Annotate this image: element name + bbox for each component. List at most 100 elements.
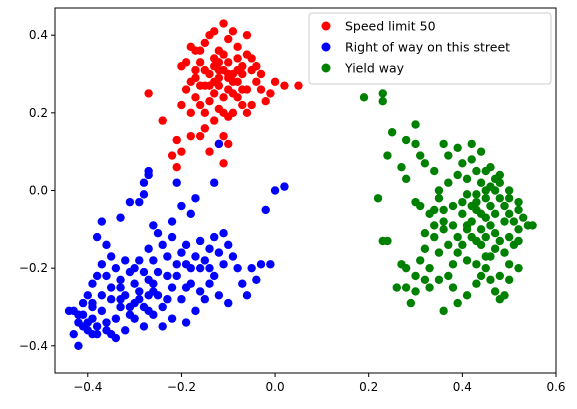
scatter-point bbox=[177, 248, 186, 257]
scatter-point bbox=[130, 279, 139, 288]
scatter-point bbox=[476, 178, 486, 187]
scatter-point bbox=[247, 263, 256, 273]
scatter-point bbox=[205, 279, 214, 288]
scatter-point bbox=[294, 81, 303, 90]
scatter-point bbox=[266, 89, 275, 98]
scatter-point bbox=[514, 263, 523, 273]
series-1 bbox=[64, 139, 289, 351]
scatter-point bbox=[172, 260, 181, 269]
scatter-point bbox=[397, 260, 406, 269]
scatter-point bbox=[238, 85, 247, 94]
legend-label: Yield way bbox=[344, 61, 405, 76]
scatter-point bbox=[238, 69, 247, 79]
scatter-point bbox=[280, 182, 289, 191]
y-tick-label: −0.2 bbox=[19, 261, 48, 275]
scatter-point bbox=[181, 260, 191, 269]
scatter-point bbox=[191, 65, 200, 75]
scatter-point bbox=[163, 295, 172, 304]
scatter-point bbox=[495, 295, 505, 304]
scatter-point bbox=[392, 283, 401, 292]
scatter-point bbox=[504, 260, 514, 269]
scatter-point bbox=[472, 279, 481, 288]
scatter-point bbox=[434, 186, 444, 195]
scatter-point bbox=[439, 225, 448, 234]
scatter-point bbox=[420, 159, 430, 168]
scatter-point bbox=[476, 147, 486, 156]
scatter-point bbox=[528, 221, 537, 230]
scatter-point bbox=[462, 174, 472, 184]
scatter-point bbox=[121, 256, 130, 265]
scatter-point bbox=[97, 260, 107, 269]
scatter-point bbox=[444, 178, 453, 187]
scatter-point bbox=[172, 271, 181, 281]
scatter-point bbox=[481, 186, 490, 195]
scatter-point bbox=[167, 217, 177, 226]
scatter-point bbox=[467, 155, 476, 164]
scatter-point bbox=[205, 147, 214, 156]
scatter-point bbox=[495, 271, 505, 281]
y-tick-label: 0.0 bbox=[29, 184, 48, 198]
scatter-point bbox=[434, 275, 444, 285]
scatter-point bbox=[195, 131, 205, 141]
scatter-point bbox=[167, 151, 177, 160]
scatter-point bbox=[383, 151, 392, 160]
scatter-point bbox=[116, 302, 125, 312]
scatter-point bbox=[195, 236, 205, 246]
scatter-point bbox=[144, 89, 153, 98]
scatter-point bbox=[205, 263, 214, 273]
scatter-point bbox=[425, 283, 434, 292]
scatter-point bbox=[219, 19, 228, 28]
scatter-point bbox=[448, 221, 458, 230]
scatter-point bbox=[411, 287, 420, 296]
series-2 bbox=[359, 89, 537, 316]
scatter-point bbox=[149, 287, 158, 296]
scatter-point bbox=[224, 58, 233, 67]
scatter-point bbox=[78, 322, 88, 331]
scatter-point bbox=[200, 124, 210, 133]
scatter-point bbox=[280, 81, 289, 90]
scatter-point bbox=[158, 302, 167, 312]
scatter-point bbox=[224, 139, 233, 149]
scatter-point bbox=[200, 295, 210, 304]
scatter-point bbox=[430, 166, 439, 176]
scatter-point bbox=[106, 252, 116, 261]
legend-label: Right of way on this street bbox=[345, 40, 510, 55]
scatter-point bbox=[238, 100, 247, 110]
y-tick-label: 0.2 bbox=[29, 106, 48, 120]
scatter-point bbox=[214, 291, 224, 300]
scatter-point bbox=[92, 232, 102, 242]
scatter-point bbox=[420, 275, 430, 285]
scatter-point bbox=[144, 166, 153, 176]
scatter-point bbox=[486, 163, 495, 172]
scatter-point bbox=[116, 213, 125, 222]
scatter-point bbox=[509, 217, 519, 226]
scatter-point bbox=[467, 201, 476, 211]
scatter-point bbox=[462, 190, 472, 199]
scatter-point bbox=[467, 139, 476, 149]
scatter-point bbox=[167, 232, 177, 242]
scatter-point bbox=[106, 283, 116, 292]
scatter-point bbox=[92, 322, 102, 331]
scatter-point bbox=[378, 236, 387, 246]
scatter-point bbox=[453, 232, 462, 242]
scatter-point bbox=[111, 263, 121, 273]
scatter-point bbox=[74, 341, 83, 351]
scatter-point bbox=[186, 209, 195, 218]
scatter-point bbox=[228, 108, 238, 118]
scatter-point bbox=[472, 166, 481, 176]
scatter-point bbox=[167, 283, 177, 292]
scatter-point bbox=[158, 240, 167, 250]
scatter-point bbox=[378, 96, 387, 106]
scatter-point bbox=[481, 252, 490, 261]
x-tick-label: 0.4 bbox=[453, 380, 472, 394]
scatter-point bbox=[149, 256, 158, 265]
scatter-point bbox=[210, 89, 219, 98]
scatter-point bbox=[144, 275, 153, 285]
scatter-point bbox=[476, 225, 486, 234]
scatter-point bbox=[495, 236, 505, 246]
scatter-point bbox=[116, 283, 125, 292]
scatter-point bbox=[242, 291, 252, 300]
scatter-point bbox=[504, 194, 514, 203]
scatter-point bbox=[458, 209, 467, 218]
